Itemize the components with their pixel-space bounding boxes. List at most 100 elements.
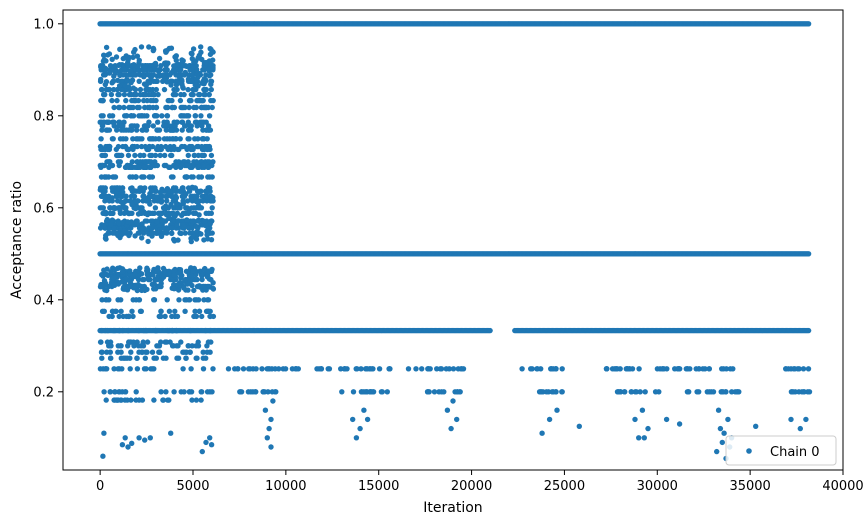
data-point: [797, 425, 803, 432]
data-point: [203, 210, 209, 216]
data-point: [789, 389, 795, 395]
data-point: [193, 297, 200, 303]
data-point: [109, 56, 115, 62]
data-point: [175, 61, 181, 68]
data-point: [189, 184, 195, 190]
data-point: [146, 44, 152, 50]
data-point: [149, 281, 155, 288]
data-point: [158, 233, 165, 239]
data-point: [115, 62, 122, 69]
data-point: [145, 86, 151, 93]
data-point: [193, 397, 200, 403]
data-point: [166, 308, 173, 314]
data-point: [721, 430, 727, 436]
data-point: [182, 297, 188, 303]
data-point: [166, 123, 173, 129]
data-point: [114, 397, 120, 403]
x-axis-label: Iteration: [423, 500, 482, 516]
data-point: [181, 224, 187, 230]
data-point: [684, 366, 691, 372]
data-point: [641, 435, 647, 441]
data-point: [126, 91, 133, 98]
data-point: [205, 268, 212, 274]
y-axis-label: Acceptance ratio: [9, 181, 25, 299]
data-point: [160, 355, 167, 361]
data-point: [543, 389, 550, 395]
data-point: [444, 407, 451, 413]
data-point: [118, 349, 124, 355]
data-point: [99, 86, 105, 93]
data-point: [112, 308, 119, 314]
data-point: [175, 218, 181, 224]
data-point: [156, 313, 162, 320]
data-point: [189, 51, 195, 57]
legend-label-chain-0: Chain 0: [770, 445, 820, 460]
data-point: [151, 91, 157, 98]
data-point: [118, 231, 125, 238]
data-point: [103, 397, 109, 403]
data-point: [100, 223, 107, 229]
data-point: [110, 210, 116, 216]
data-point: [200, 349, 206, 355]
data-point: [153, 104, 159, 111]
data-point: [193, 223, 199, 230]
data-point: [124, 77, 130, 83]
data-point: [142, 437, 148, 443]
data-point: [158, 389, 164, 395]
data-point: [364, 366, 371, 372]
data-point: [99, 123, 106, 129]
data-point: [128, 185, 134, 192]
data-point: [450, 366, 457, 372]
data-point: [155, 146, 161, 153]
data-point: [539, 430, 545, 436]
data-point: [193, 104, 199, 111]
data-point: [161, 86, 168, 93]
data-point: [158, 280, 164, 287]
data-point: [143, 127, 150, 133]
data-point: [189, 282, 195, 289]
data-point: [353, 435, 360, 441]
data-point: [177, 164, 184, 170]
data-point: [144, 211, 151, 218]
data-point: [205, 164, 211, 170]
data-point: [140, 343, 147, 349]
data-point: [413, 366, 419, 372]
data-point: [487, 327, 493, 334]
data-point: [210, 97, 216, 104]
data-point: [189, 397, 195, 403]
data-point: [146, 91, 152, 98]
data-point: [262, 407, 269, 413]
data-point: [386, 366, 392, 372]
data-point: [167, 188, 173, 194]
y-axis-ticks: 0.2 0.4 0.6 0.8 1.0: [33, 17, 63, 400]
data-point: [129, 97, 135, 104]
data-point: [198, 49, 204, 55]
data-point: [425, 366, 431, 372]
data-point: [795, 366, 801, 372]
data-point: [171, 389, 177, 395]
data-point: [102, 198, 108, 204]
data-point: [203, 104, 209, 111]
data-point: [266, 425, 272, 432]
data-point: [121, 91, 128, 98]
data-point: [528, 366, 534, 372]
data-point: [805, 251, 812, 257]
x-axis-ticks: 0 5000 10000 15000 20000 25000 30000 35000 40000: [96, 470, 864, 494]
data-point: [171, 146, 177, 153]
data-point: [805, 327, 812, 334]
data-point: [732, 389, 738, 395]
data-point: [125, 57, 131, 63]
data-point: [123, 113, 129, 119]
data-point: [158, 62, 164, 69]
data-point: [259, 366, 265, 372]
data-point: [114, 127, 120, 133]
x-tick-label: 15000: [358, 479, 399, 494]
data-point: [126, 232, 132, 239]
data-point: [788, 416, 794, 423]
data-point: [157, 189, 164, 195]
data-point: [152, 113, 158, 119]
data-point: [633, 389, 640, 395]
data-point: [145, 238, 151, 245]
data-point: [184, 63, 190, 70]
